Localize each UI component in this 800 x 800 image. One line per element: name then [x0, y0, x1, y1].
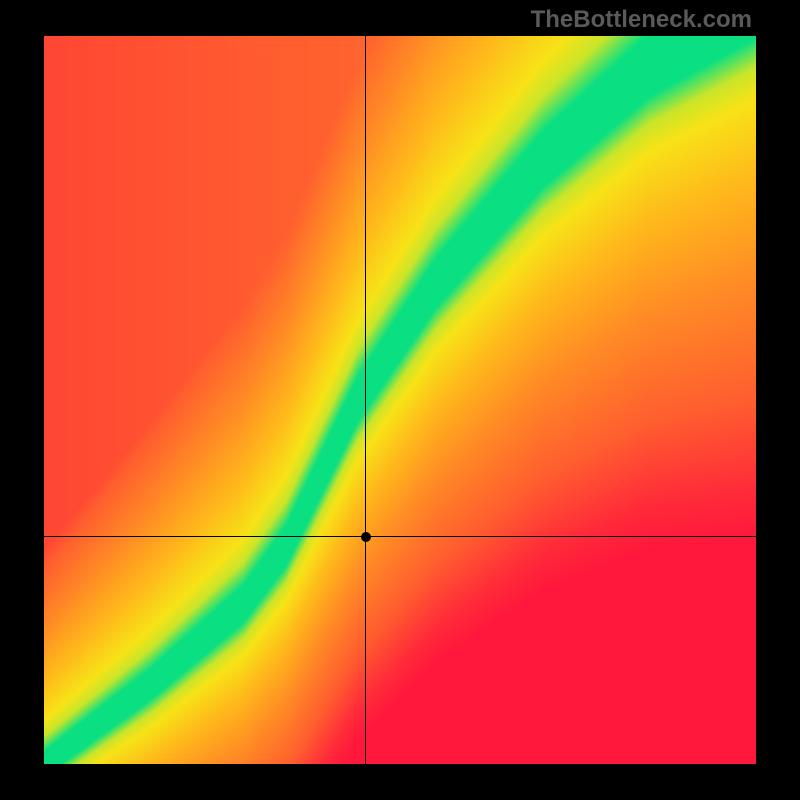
crosshair-vertical	[365, 36, 366, 764]
heatmap-canvas	[44, 36, 756, 764]
chart-container: TheBottleneck.com	[0, 0, 800, 800]
plot-frame	[44, 36, 756, 764]
crosshair-horizontal	[44, 536, 756, 537]
marker-dot	[361, 532, 371, 542]
watermark-text: TheBottleneck.com	[531, 6, 752, 34]
